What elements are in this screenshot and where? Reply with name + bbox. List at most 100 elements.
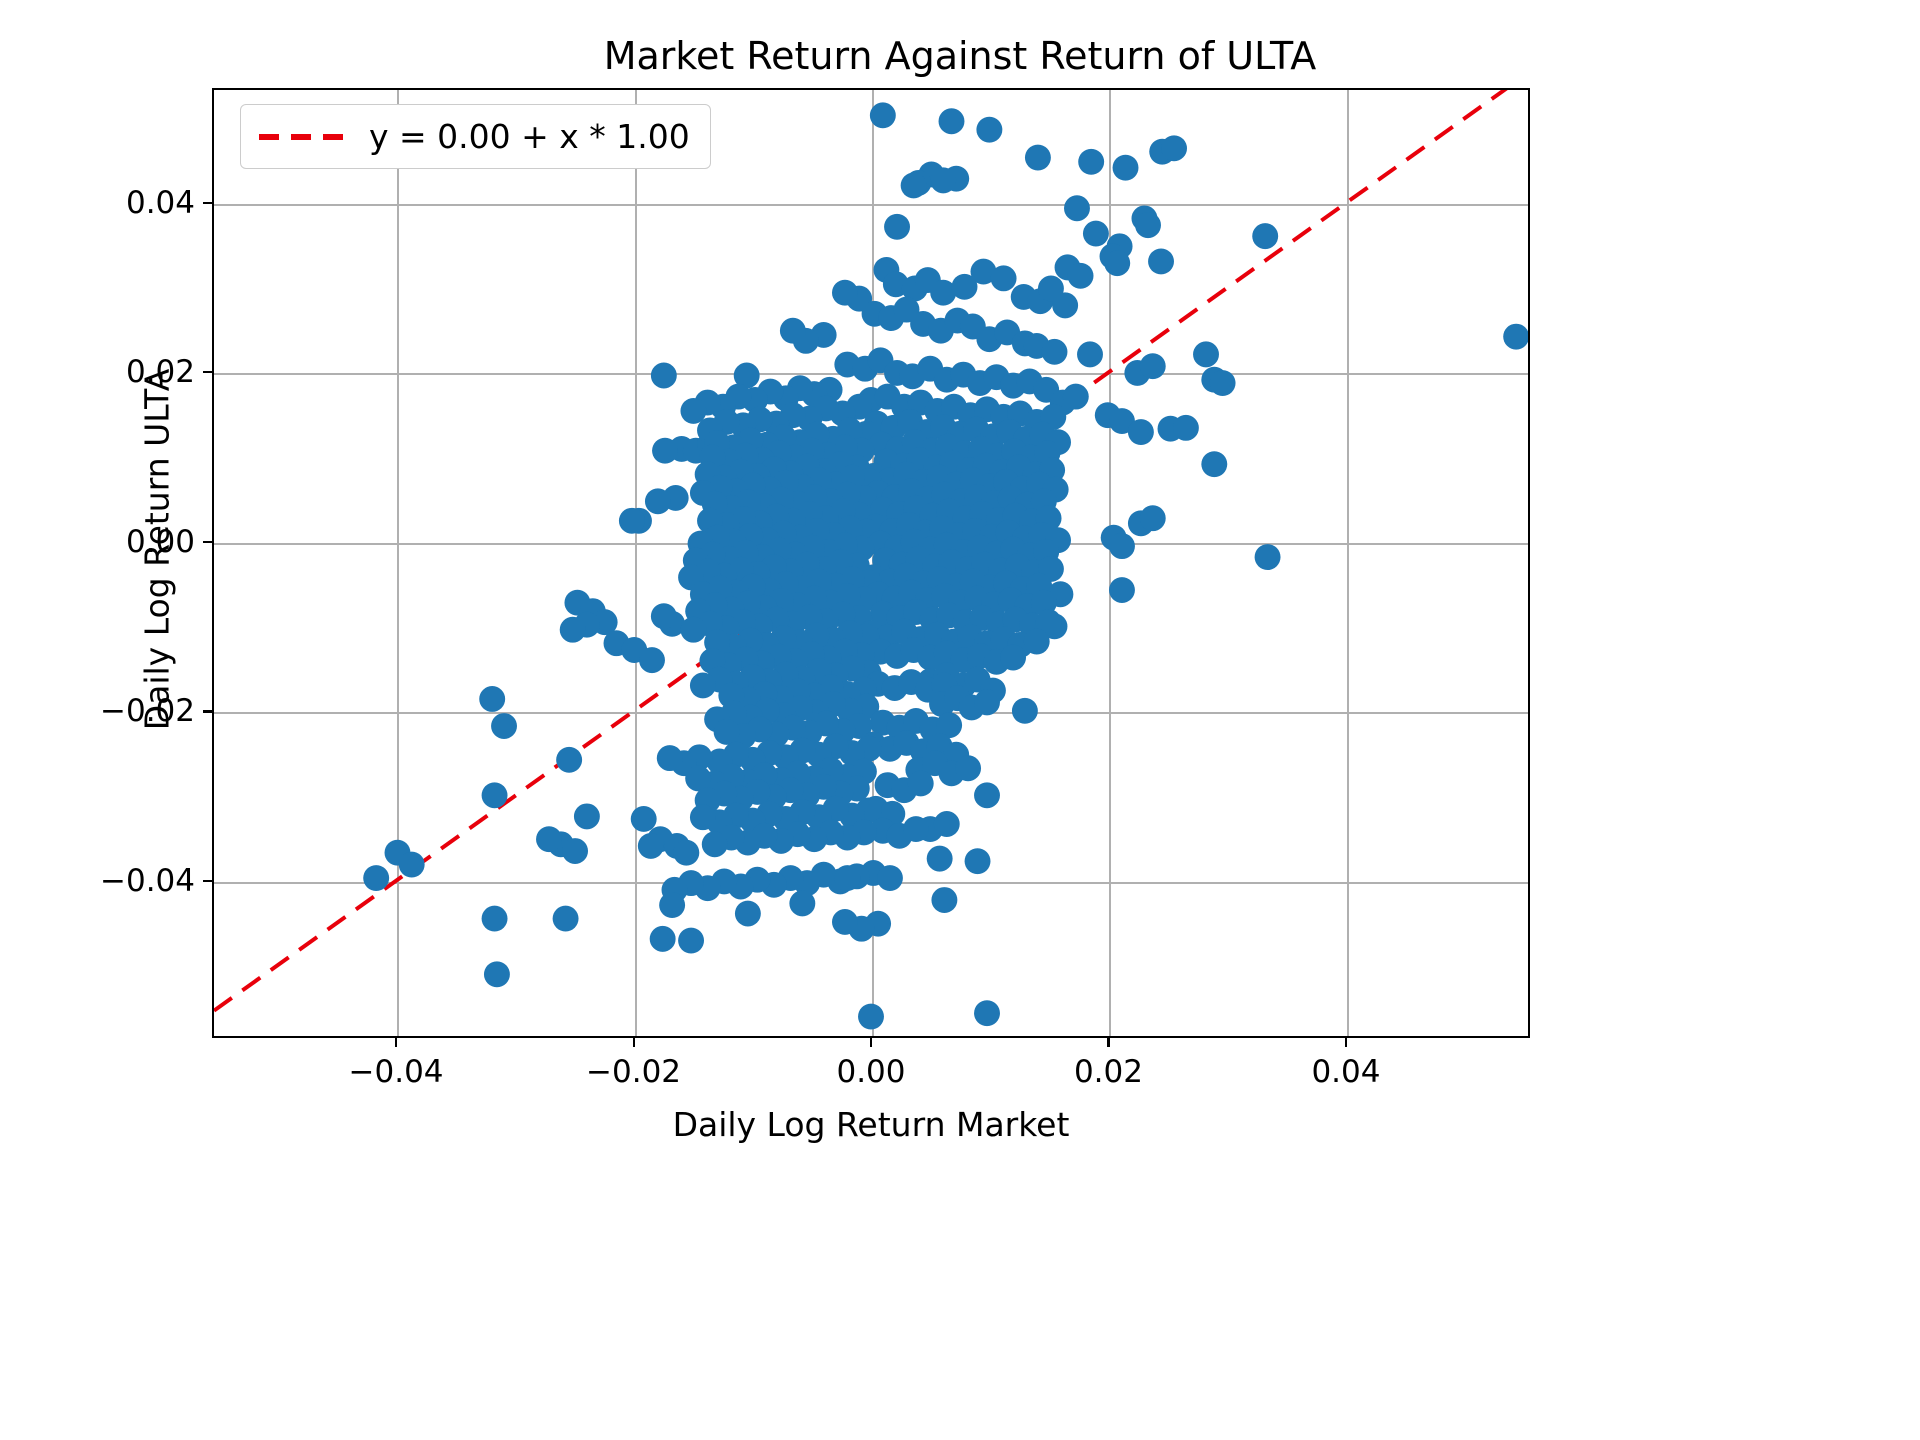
scatter-point [639, 647, 665, 674]
scatter-point [1035, 609, 1062, 636]
scatter-point [1024, 144, 1051, 171]
scatter-point [479, 686, 506, 712]
y-tick-label: 0.00 [125, 523, 195, 560]
y-tick-mark [203, 371, 212, 374]
scatter-point [876, 865, 903, 891]
scatter-point [1172, 414, 1199, 441]
scatter-point [734, 900, 761, 927]
scatter-point [1503, 323, 1528, 350]
scatter-point [1148, 248, 1174, 275]
scatter-point [789, 890, 816, 917]
scatter-point [1135, 212, 1161, 239]
scatter-point [483, 961, 510, 988]
scatter-point [869, 102, 896, 129]
scatter-point [733, 362, 760, 389]
scatter-point [650, 362, 677, 389]
scatter-point [930, 279, 957, 306]
gridline-vertical [1109, 90, 1112, 1036]
scatter-point [650, 603, 677, 630]
scatter-point [974, 689, 1000, 716]
scatter-point [1254, 544, 1281, 571]
scatter-point [680, 398, 707, 424]
scatter-point [779, 317, 806, 344]
scatter-point [689, 804, 716, 831]
scatter-point [1109, 408, 1135, 435]
x-tick-label: −0.02 [586, 1054, 682, 1090]
scatter-point [701, 831, 728, 858]
scatter-point [562, 838, 589, 864]
scatter-point [903, 816, 929, 843]
scatter-point [637, 833, 664, 859]
scatter-point [652, 437, 678, 464]
scatter-point [1252, 223, 1279, 250]
x-tick-label: 0.04 [1311, 1054, 1381, 1090]
scatter-point [1078, 148, 1105, 175]
scatter-point [656, 745, 683, 772]
scatter-point [630, 805, 657, 832]
scatter-point [938, 108, 965, 135]
scatter-point [1139, 353, 1166, 380]
scatter-point [398, 851, 425, 878]
scatter-point [1037, 275, 1064, 302]
x-tick-mark [870, 1038, 873, 1047]
y-tick-mark [203, 540, 212, 543]
x-tick-mark [632, 1038, 635, 1047]
y-tick-label: 0.02 [125, 354, 195, 391]
legend: y = 0.00 + x * 1.00 [240, 104, 711, 169]
scatter-point [659, 892, 686, 919]
scatter-point [831, 279, 858, 306]
scatter-point [1064, 195, 1090, 222]
scatter-point [955, 755, 982, 782]
chart-title: Market Return Against Return of ULTA [603, 34, 1317, 78]
scatter-point [481, 905, 508, 932]
scatter-point [678, 927, 705, 954]
x-tick-mark [1344, 1038, 1348, 1047]
scatter-point [1139, 505, 1166, 532]
scatter-point [1112, 154, 1139, 181]
scatter-point [1062, 383, 1089, 410]
x-tick-mark [395, 1038, 398, 1047]
scatter-point [559, 616, 586, 643]
legend-label: y = 0.00 + x * 1.00 [369, 117, 690, 156]
scatter-point [1030, 589, 1057, 616]
scatter-point [974, 782, 1000, 809]
scatter-point [556, 746, 583, 773]
x-tick-mark [1107, 1038, 1110, 1047]
scatter-point [931, 887, 958, 913]
x-axis-label: Daily Log Return Market [672, 1105, 1070, 1144]
scatter-point [1052, 292, 1079, 319]
scatter-point [363, 865, 390, 891]
scatter-point [933, 811, 960, 837]
scatter-points-layer [363, 102, 1528, 1030]
plot-area [212, 88, 1530, 1038]
scatter-point [491, 713, 517, 739]
scatter-point [1127, 419, 1154, 446]
scatter-point [649, 925, 676, 952]
y-tick-label: −0.04 [100, 863, 195, 900]
y-tick-mark [203, 201, 212, 204]
legend-dashed-line-icon [259, 133, 345, 140]
scatter-point [481, 782, 508, 809]
scatter-point [1109, 577, 1135, 603]
gridline-vertical [397, 90, 400, 1036]
scatter-point [951, 273, 978, 300]
y-tick-mark [203, 710, 212, 713]
scatter-point [685, 765, 712, 792]
scatter-point [964, 848, 991, 875]
scatter-point [618, 507, 645, 534]
scatter-point [1193, 341, 1219, 368]
scatter-point [1077, 341, 1103, 368]
scatter-point [1011, 697, 1038, 724]
scatter-point [536, 826, 562, 853]
x-tick-label: 0.00 [836, 1054, 906, 1090]
scatter-point [1067, 262, 1094, 289]
scatter-point [713, 718, 740, 745]
scatter-point [1082, 220, 1109, 247]
scatter-point [1023, 628, 1050, 655]
gridline-horizontal [214, 203, 1528, 206]
y-tick-label: 0.04 [125, 184, 195, 221]
scatter-point [884, 213, 911, 240]
scatter-point [936, 712, 963, 739]
scatter-point [1201, 451, 1228, 478]
